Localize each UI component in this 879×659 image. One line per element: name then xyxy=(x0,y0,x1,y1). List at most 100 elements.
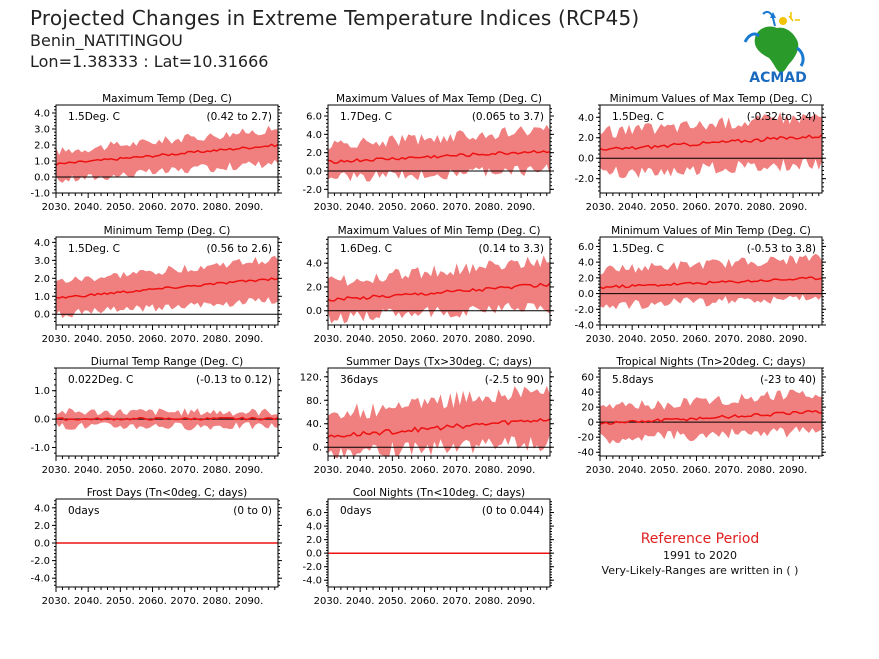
x-tick-label: 2040. xyxy=(74,334,103,345)
chart-title: Minimum Values of Max Temp (Deg. C) xyxy=(610,93,813,105)
chart-title: Minimum Temp (Deg. C) xyxy=(104,225,231,237)
x-tick-label: 2060. xyxy=(410,202,439,213)
chart-panel: 4.0 3.0 2.0 1.0 0.0 2030. 2040. 2050. 2060. 2070.… xyxy=(34,225,282,345)
chart-panel: 4.0 2.0 0.0 -2.0 2030. 2040. 2050. 2060. 2070. 20… xyxy=(574,93,826,213)
y-tick-label: 20 xyxy=(581,403,594,414)
x-tick-label: 2090. xyxy=(779,465,808,476)
x-tick-label: 2080. xyxy=(747,334,776,345)
y-tick-label: 4.0 xyxy=(306,522,322,533)
chart-panel: 4.0 2.0 0.0 -2.0 -4.0 2030. 2040. 2050. 2060. 207… xyxy=(30,487,282,607)
x-tick-label: 2050. xyxy=(106,465,135,476)
y-tick-label: 0.0 xyxy=(34,173,50,184)
reference-years: 1991 to 2020 xyxy=(662,549,738,562)
chart-title: Frost Days (Tn<0deg. C; days) xyxy=(87,487,247,499)
x-tick-label: 2030. xyxy=(42,334,71,345)
logo-emblem-icon xyxy=(743,10,805,73)
y-tick-label: 1.0 xyxy=(34,386,50,397)
plot-frame xyxy=(55,104,279,194)
x-tick-label: 2030. xyxy=(314,202,343,213)
x-tick-label: 2080. xyxy=(475,334,504,345)
x-tick-label: 2090. xyxy=(235,465,264,476)
x-tick-label: 2060. xyxy=(410,465,439,476)
y-tick-label: -1.0 xyxy=(30,443,50,454)
y-tick-label: 40 xyxy=(581,388,594,399)
x-tick-label: 2090. xyxy=(507,596,536,607)
x-tick-label: 2070. xyxy=(442,596,471,607)
x-tick-label: 2050. xyxy=(650,465,679,476)
y-tick-label: 0.0 xyxy=(306,549,322,560)
y-tick-label: 0.0 xyxy=(34,539,50,550)
ensemble-mean-line xyxy=(327,282,551,302)
chart-title: Minimum Values of Min Temp (Deg. C) xyxy=(611,225,811,237)
ensemble-mean-line xyxy=(55,277,279,299)
y-tick-label: 0. xyxy=(312,443,322,454)
x-tick-label: 2070. xyxy=(442,465,471,476)
x-tick-label: 2080. xyxy=(475,202,504,213)
uncertainty-band xyxy=(328,124,550,182)
likely-range-label: (0 to 0) xyxy=(233,505,272,517)
x-tick-label: 2060. xyxy=(138,465,167,476)
chart-panel: 6.0 4.0 2.0 0.0 -2.0 -4.0 2030. 2040. 2050. 2060.… xyxy=(574,225,826,345)
station-coords: Lon=1.38333 : Lat=10.31666 xyxy=(30,52,269,71)
y-tick-label: -4.0 xyxy=(574,321,594,332)
likely-range-label: (-2.5 to 90) xyxy=(485,374,544,386)
x-tick-label: 2050. xyxy=(378,202,407,213)
y-tick-label: 2.0 xyxy=(34,521,50,532)
x-tick-label: 2030. xyxy=(42,596,71,607)
y-tick-label: 60 xyxy=(581,373,594,384)
x-tick-label: 2050. xyxy=(650,334,679,345)
y-tick-label: -40 xyxy=(578,448,594,459)
y-tick-label: 3.0 xyxy=(34,256,50,267)
x-tick-label: 2030. xyxy=(314,334,343,345)
x-tick-label: 2060. xyxy=(682,465,711,476)
logo-text: ACMAD xyxy=(749,70,807,86)
ensemble-mean-line xyxy=(599,276,823,290)
change-value-label: 1.5Deg. C xyxy=(612,111,664,123)
x-tick-label: 2050. xyxy=(106,202,135,213)
x-tick-label: 2040. xyxy=(346,465,375,476)
y-tick-label: 6.0 xyxy=(306,112,322,123)
page-title: Projected Changes in Extreme Temperature… xyxy=(30,6,640,30)
y-tick-label: 0.0 xyxy=(306,167,322,178)
chart-title: Diurnal Temp Range (Deg. C) xyxy=(91,356,243,368)
x-tick-label: 2030. xyxy=(42,202,71,213)
plot-frame xyxy=(327,498,551,588)
plot-frame xyxy=(599,367,823,457)
y-tick-label: 2.0 xyxy=(306,148,322,159)
y-tick-label: 2.0 xyxy=(34,274,50,285)
x-tick-label: 2060. xyxy=(410,334,439,345)
y-tick-label: 4.0 xyxy=(34,109,50,120)
x-tick-label: 2070. xyxy=(442,334,471,345)
y-tick-label: 80. xyxy=(306,396,322,407)
x-tick-label: 2090. xyxy=(779,202,808,213)
x-tick-label: 2050. xyxy=(106,596,135,607)
chart-title: Maximum Values of Min Temp (Deg. C) xyxy=(338,225,541,237)
y-tick-label: 2.0 xyxy=(306,535,322,546)
x-tick-label: 2070. xyxy=(714,334,743,345)
x-tick-label: 2030. xyxy=(314,596,343,607)
reference-title: Reference Period xyxy=(640,531,760,547)
x-tick-label: 2080. xyxy=(475,465,504,476)
y-tick-label: -2.0 xyxy=(30,556,50,567)
x-tick-label: 2090. xyxy=(507,334,536,345)
x-tick-label: 2050. xyxy=(378,334,407,345)
change-value-label: 1.5Deg. C xyxy=(68,243,120,255)
y-tick-label: -1.0 xyxy=(30,189,50,200)
x-tick-label: 2070. xyxy=(170,334,199,345)
ensemble-mean-line xyxy=(599,409,823,425)
x-tick-label: 2070. xyxy=(170,202,199,213)
y-tick-label: 4.0 xyxy=(578,258,594,269)
x-tick-label: 2030. xyxy=(586,334,615,345)
likely-range-label: (-0.13 to 0.12) xyxy=(196,374,272,386)
ensemble-mean-line xyxy=(327,149,551,164)
x-tick-label: 2030. xyxy=(586,202,615,213)
x-tick-label: 2040. xyxy=(618,202,647,213)
x-tick-label: 2080. xyxy=(203,202,232,213)
x-tick-label: 2040. xyxy=(346,202,375,213)
x-tick-label: 2060. xyxy=(138,334,167,345)
likely-range-label: (0.56 to 2.6) xyxy=(207,243,273,255)
x-tick-label: 2090. xyxy=(235,202,264,213)
chart-title: Tropical Nights (Tn>20deg. C; days) xyxy=(615,356,805,368)
